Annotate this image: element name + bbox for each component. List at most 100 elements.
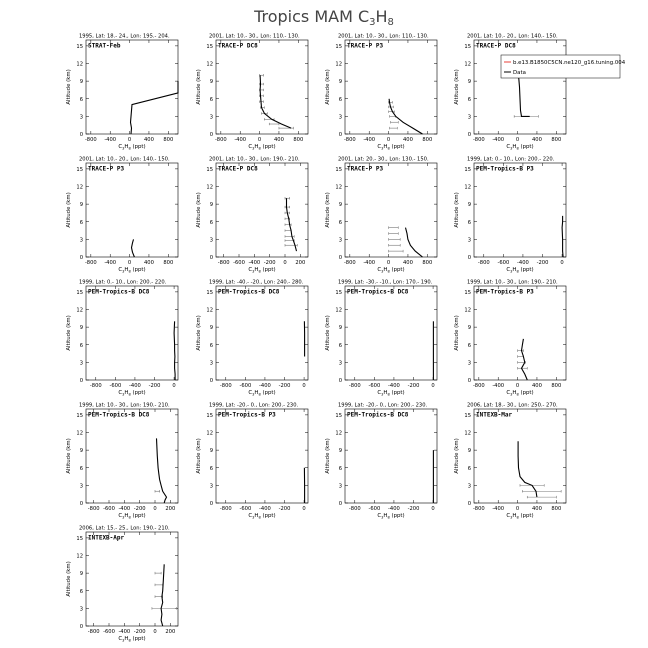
panel-campaign-tag: PEM-Tropics-B DC8 [218,289,280,296]
y-tick-label: 15 [464,290,471,296]
y-tick-label: 9 [210,79,213,85]
y-tick-label: 12 [76,431,83,437]
panel-header: 1999, Lat: 0.- 10., Lon: 200.- 220. [79,280,167,286]
y-tick-label: 0 [80,501,83,507]
panel-campaign-tag: TRACE-P P3 [347,166,384,173]
x-tick-label: -600 [239,506,251,512]
chart-panel-8: 1999, Lat: 0.- 10., Lon: 200.- 220. PEM-T… [454,157,567,274]
x-tick-label: -200 [134,629,146,635]
data-series-line [285,198,298,252]
y-tick-label: 3 [339,483,342,489]
x-tick-label: 200 [165,506,175,512]
x-tick-label: 800 [551,506,561,512]
x-axis-label: C3H8 (ppt) [506,267,533,274]
x-tick-label: 0 [283,260,286,266]
y-tick-label: 12 [464,431,471,437]
x-axis-label: C3H8 (ppt) [506,513,533,520]
panel-campaign-tag: PEM-Tropics-B DC8 [347,412,409,419]
y-tick-label: 0 [210,378,213,384]
y-tick-label: 9 [468,448,471,454]
y-tick-label: 0 [339,501,342,507]
y-tick-label: 12 [76,62,83,68]
x-tick-label: -400 [492,506,504,512]
y-axis-label: Altitude (km) [454,315,460,350]
y-tick-label: 9 [339,325,342,331]
y-tick-label: 6 [339,97,342,103]
plot-frame [473,285,567,381]
y-tick-label: 9 [339,79,342,85]
chart-panel-7: 2001, Lat: 20.- 30., Lon: 130.- 150. TRAC… [325,157,438,274]
y-tick-label: 3 [210,114,213,120]
y-tick-label: 3 [80,114,83,120]
y-tick-label: 0 [468,255,471,261]
plot-frame [85,408,179,504]
panel-header: 2001, Lat: 10.- 20., Lon: 140.- 150. [79,157,170,163]
y-tick-label: 12 [76,554,83,560]
chart-panel-13: 1999, Lat: 10.- 30., Lon: 190.- 210. PEM-… [66,403,179,520]
x-tick-label: -200 [279,506,291,512]
y-tick-label: 6 [468,97,471,103]
x-tick-label: -400 [118,629,130,635]
x-tick-label: 0 [128,137,131,143]
y-axis-label: Altitude (km) [196,69,202,104]
y-tick-label: 6 [468,343,471,349]
y-tick-label: 0 [80,255,83,261]
plot-frame [473,408,567,504]
y-axis-label: Altitude (km) [196,192,202,227]
x-tick-label: -600 [239,383,251,389]
y-tick-label: 0 [80,378,83,384]
y-tick-label: 6 [210,220,213,226]
panel-campaign-tag: TRACE-P P3 [347,43,384,50]
y-axis-label: Altitude (km) [325,69,331,104]
panel-header: 2006, Lat: 18.- 30., Lon: 250.- 270. [467,403,558,409]
x-tick-label: -400 [259,383,271,389]
x-tick-label: 0 [516,137,519,143]
chart-panel-14: 1999, Lat: -20.- 0., Lon: 200.- 230. PEM-… [196,403,309,520]
x-tick-label: -400 [388,383,400,389]
x-tick-label: -400 [363,137,375,143]
x-tick-label: 400 [403,137,413,143]
x-tick-label: 800 [551,137,561,143]
chart-panel-11: 1999, Lat: -30.- -10., Lon: 170.- 190. PE… [325,280,438,397]
x-axis-label: C3H8 (ppt) [377,144,404,151]
chart-panel-2: 2001, Lat: 10.- 30., Lon: 110.- 130. TRAC… [196,34,309,151]
y-tick-label: 3 [210,483,213,489]
x-tick-label: 0 [153,506,156,512]
data-series-line [517,75,530,117]
x-tick-label: 0 [560,260,563,266]
x-tick-label: -800 [88,506,100,512]
plot-frame [85,285,179,381]
y-axis-label: Altitude (km) [454,438,460,473]
y-tick-label: 0 [80,624,83,630]
x-tick-label: -800 [85,260,97,266]
x-tick-label: -600 [368,506,380,512]
x-tick-label: 400 [532,383,542,389]
y-tick-label: 6 [80,220,83,226]
y-tick-label: 12 [335,185,342,191]
chart-panel-1: 1995, Lat: 18.- 24., Lon: 195.- 204. STRA… [66,34,179,151]
y-tick-label: 0 [468,378,471,384]
y-axis-label: Altitude (km) [66,315,72,350]
y-tick-label: 15 [76,44,83,50]
y-tick-label: 9 [80,325,83,331]
y-tick-label: 6 [80,466,83,472]
x-tick-label: -800 [218,260,230,266]
x-axis-label: C3H8 (ppt) [248,513,275,520]
y-tick-label: 3 [468,483,471,489]
y-tick-label: 6 [339,466,342,472]
legend: b.e13.B1850C5CN.ne120_g16.tuning.004 Dat… [500,54,626,79]
x-axis-label: C3H8 (ppt) [248,267,275,274]
plot-frame [85,531,179,627]
data-series-line [130,239,135,258]
x-tick-label: -400 [118,506,130,512]
x-tick-label: -200 [264,260,276,266]
plot-frame [344,39,438,135]
y-tick-label: 3 [210,237,213,243]
plot-frame [344,408,438,504]
y-tick-label: 15 [335,44,342,50]
x-tick-label: -200 [408,383,420,389]
y-tick-label: 6 [339,343,342,349]
x-axis-label: C3H8 (ppt) [118,390,145,397]
plot-frame [215,162,309,258]
